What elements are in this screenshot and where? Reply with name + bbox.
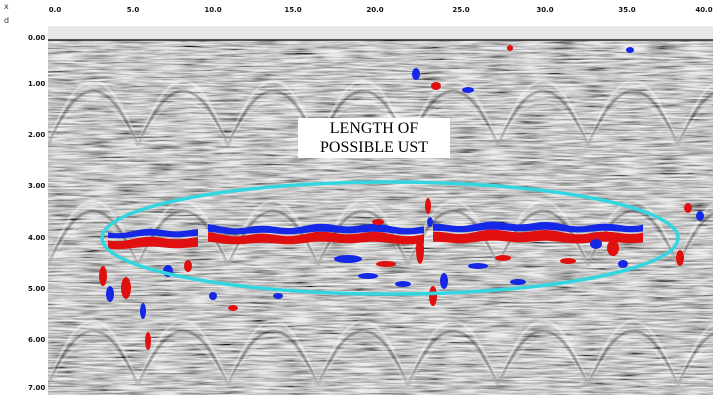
negative-reflection-spot bbox=[626, 47, 634, 53]
negative-reflection-spot bbox=[209, 292, 217, 300]
x-axis-label: x bbox=[4, 2, 9, 11]
positive-reflection-spot bbox=[607, 240, 619, 256]
positive-reflection-spot bbox=[228, 305, 238, 311]
positive-reflection-spot bbox=[495, 255, 511, 261]
negative-reflection-spot bbox=[510, 279, 526, 285]
annotation-line-2: POSSIBLE UST bbox=[319, 139, 429, 156]
x-tick-label: 30.0 bbox=[536, 6, 554, 14]
x-tick-label: 15.0 bbox=[284, 6, 302, 14]
y-tick-label: 7.00 bbox=[28, 384, 46, 392]
y-axis-label: d bbox=[4, 16, 10, 25]
negative-reflection-spot bbox=[462, 87, 474, 93]
negative-reflection-spot bbox=[334, 255, 362, 263]
positive-reflection-spot bbox=[560, 258, 576, 264]
negative-reflection-spot bbox=[395, 281, 411, 287]
positive-reflection-spot bbox=[372, 219, 384, 225]
negative-reflection-spot bbox=[590, 239, 602, 249]
positive-reflection-spot bbox=[416, 236, 424, 264]
x-tick-label: 20.0 bbox=[366, 6, 384, 14]
positive-reflection-band bbox=[208, 231, 424, 245]
surface-band bbox=[48, 26, 713, 40]
reflection-marks bbox=[99, 45, 704, 350]
negative-reflection-spot bbox=[618, 260, 628, 268]
y-tick-label: 6.00 bbox=[28, 336, 46, 344]
positive-reflection-spot bbox=[184, 260, 192, 272]
x-tick-label: 0.0 bbox=[48, 6, 62, 14]
y-tick-label: 5.00 bbox=[28, 285, 46, 293]
x-tick-label: 35.0 bbox=[618, 6, 636, 14]
negative-reflection-spot bbox=[427, 217, 433, 227]
positive-reflection-spot bbox=[429, 286, 437, 306]
positive-reflection-band bbox=[108, 236, 198, 250]
negative-reflection-spot bbox=[358, 273, 378, 279]
negative-reflection-band bbox=[433, 221, 643, 233]
y-tick-label: 0.00 bbox=[28, 34, 46, 42]
x-tick-label: 25.0 bbox=[452, 6, 470, 14]
positive-reflection-spot bbox=[376, 261, 396, 267]
y-tick-label: 1.00 bbox=[28, 80, 46, 88]
positive-reflection-spot bbox=[676, 250, 684, 266]
positive-reflection-spot bbox=[145, 332, 151, 350]
positive-reflection-spot bbox=[99, 266, 107, 286]
positive-reflection-spot bbox=[684, 203, 692, 213]
negative-reflection-spot bbox=[696, 211, 704, 221]
x-tick-label: 10.0 bbox=[204, 6, 222, 14]
negative-reflection-spot bbox=[412, 68, 420, 80]
negative-reflection-spot bbox=[106, 286, 114, 302]
positive-reflection-spot bbox=[507, 45, 513, 51]
positive-reflection-spot bbox=[121, 277, 131, 299]
annotation-line-1: LENGTH OF bbox=[329, 120, 419, 137]
x-tick-label: 40.0 bbox=[695, 6, 713, 14]
y-tick-label: 3.00 bbox=[28, 182, 46, 190]
negative-reflection-spot bbox=[273, 293, 283, 299]
y-tick-label: 4.00 bbox=[28, 234, 46, 242]
ust-highlight-ellipse bbox=[100, 180, 680, 296]
positive-reflection-spot bbox=[431, 82, 441, 90]
negative-reflection-band bbox=[108, 228, 198, 239]
y-tick-label: 2.00 bbox=[28, 131, 46, 139]
negative-reflection-spot bbox=[440, 273, 448, 289]
ust-annotation: LENGTH OF POSSIBLE UST bbox=[298, 118, 450, 158]
x-tick-label: 5.0 bbox=[126, 6, 140, 14]
positive-reflection-band bbox=[433, 229, 643, 244]
positive-reflection-spot bbox=[425, 198, 431, 214]
negative-reflection-spot bbox=[140, 303, 146, 319]
radargram-image bbox=[48, 26, 713, 395]
negative-reflection-band bbox=[208, 223, 424, 235]
negative-reflection-spot bbox=[468, 263, 488, 269]
